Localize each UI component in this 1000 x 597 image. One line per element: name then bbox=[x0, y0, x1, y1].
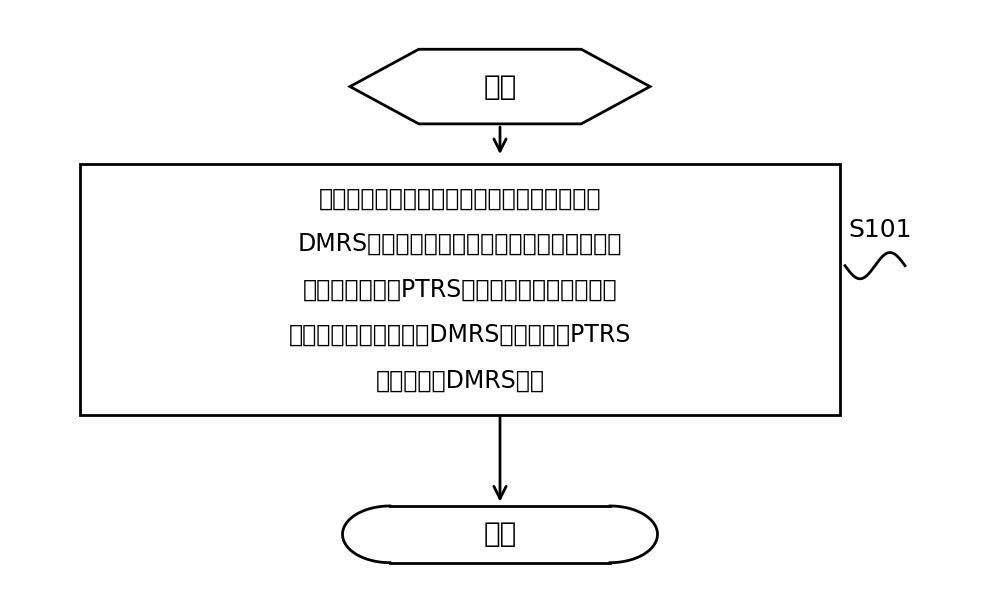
Text: DMRS端口所占用的子载波中，用于映射目标相: DMRS端口所占用的子载波中，用于映射目标相 bbox=[298, 232, 622, 256]
Text: 开始: 开始 bbox=[483, 73, 517, 100]
Text: 信息指示给终端，目标DMRS端口为目标PTRS: 信息指示给终端，目标DMRS端口为目标PTRS bbox=[289, 323, 631, 347]
Wedge shape bbox=[610, 506, 658, 562]
Text: 位跟踪参考信号PTRS端口的目标子载波的位置: 位跟踪参考信号PTRS端口的目标子载波的位置 bbox=[303, 278, 617, 301]
Text: 端口对应的DMRS端口: 端口对应的DMRS端口 bbox=[376, 369, 544, 393]
Text: S101: S101 bbox=[848, 218, 912, 242]
Text: 结束: 结束 bbox=[483, 521, 517, 548]
Text: 通过隐式或显式的方式，将目标解调参考信号: 通过隐式或显式的方式，将目标解调参考信号 bbox=[319, 186, 601, 210]
Bar bbox=[390, 506, 610, 562]
Bar bbox=[80, 164, 840, 415]
Polygon shape bbox=[350, 50, 650, 124]
Wedge shape bbox=[342, 506, 390, 562]
